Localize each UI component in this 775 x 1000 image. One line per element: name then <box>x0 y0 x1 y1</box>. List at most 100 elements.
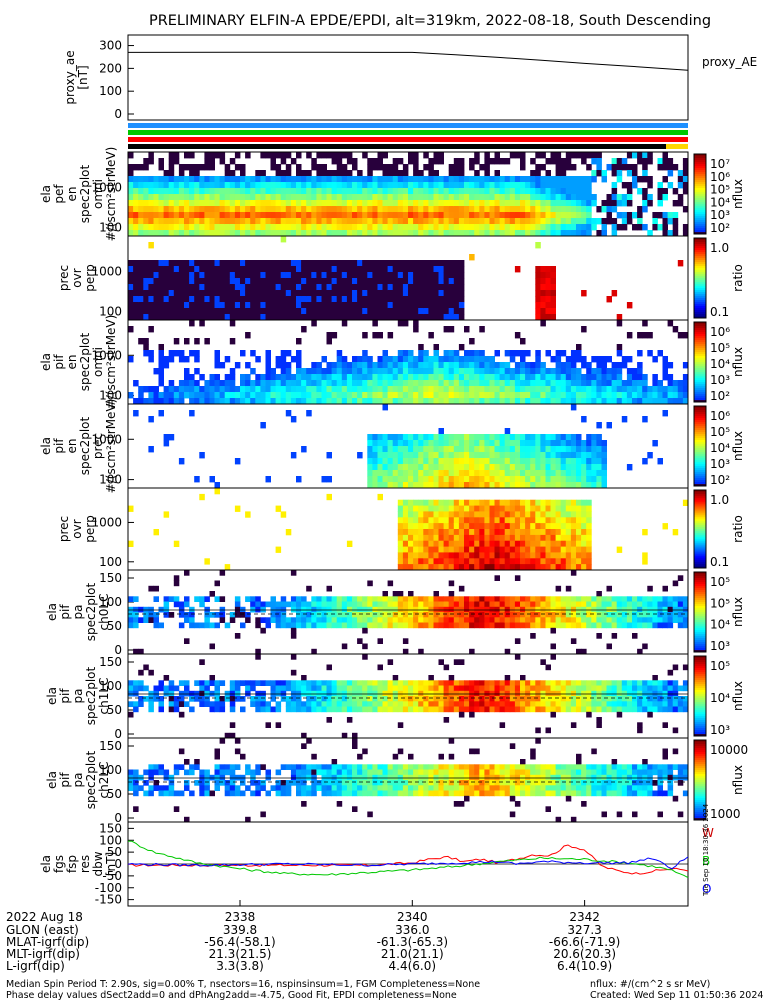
spectrogram-cell <box>255 194 261 201</box>
spectrogram-cell <box>525 622 531 629</box>
spectrogram-cell <box>474 523 480 530</box>
spectrogram-cell <box>275 374 282 381</box>
spectrogram-cell <box>514 482 521 489</box>
panel-pa_ch0-colorbar-cell <box>694 630 706 633</box>
spectrogram-cell <box>163 302 170 309</box>
spectrogram-cell <box>219 206 226 213</box>
spectrogram-cell <box>591 218 597 225</box>
spectrogram-cell <box>402 296 409 303</box>
spectrogram-cell <box>148 617 154 623</box>
spectrogram-cell <box>372 266 378 273</box>
spectrogram-cell <box>321 284 327 291</box>
spectrogram-cell <box>402 170 409 177</box>
spectrogram-cell <box>270 284 276 291</box>
panel-ela_pif_omni-colorbar-cell <box>694 366 706 369</box>
spectrogram-cell <box>184 188 190 195</box>
spectrogram-cell <box>367 362 373 369</box>
spectrogram-cell <box>255 680 261 686</box>
spectrogram-cell <box>285 284 292 291</box>
spectrogram-cell <box>413 272 419 279</box>
spectrogram-cell <box>265 212 271 219</box>
spectrogram-cell <box>464 206 470 213</box>
spectrogram-cell <box>540 470 546 477</box>
spectrogram-cell <box>229 272 236 279</box>
spectrogram-cell <box>382 278 388 285</box>
spectrogram-cell <box>214 380 220 387</box>
spectrogram-cell <box>423 386 429 393</box>
spectrogram-cell <box>184 596 190 602</box>
spectrogram-cell <box>260 386 266 393</box>
spectrogram-cell <box>362 617 368 623</box>
spectrogram-cell <box>423 230 429 237</box>
spectrogram-cell <box>540 380 546 387</box>
spectrogram-cell <box>326 170 332 177</box>
spectrogram-cell <box>494 596 500 602</box>
spectrogram-cell <box>443 374 450 381</box>
spectrogram-cell <box>601 206 607 213</box>
spectrogram-cell <box>367 601 373 608</box>
spectrogram-cell <box>540 482 546 489</box>
spectrogram-cell <box>346 206 353 213</box>
spectrogram-cell <box>545 302 551 309</box>
panel-pa_ch0-colorbar-label: 10³ <box>710 639 730 653</box>
spectrogram-cell <box>448 523 455 530</box>
spectrogram-cell <box>357 218 363 225</box>
spectrogram-cell <box>682 182 689 189</box>
spectrogram-cell <box>173 398 180 405</box>
panel-pa_ch0-colorbar-cell <box>694 636 706 639</box>
spectrogram-cell <box>285 170 292 177</box>
spectrogram-cell <box>494 152 500 159</box>
spectrogram-cell <box>535 224 541 231</box>
spectrogram-cell <box>402 440 409 447</box>
spectrogram-cell <box>184 701 190 707</box>
spectrogram-cell <box>402 308 409 315</box>
spectrogram-cell <box>362 627 368 634</box>
spectrogram-cell <box>504 499 511 506</box>
spectrogram-cell <box>413 206 419 213</box>
spectrogram-cell <box>352 706 358 713</box>
spectrogram-cell <box>484 596 490 602</box>
spectrogram-cell <box>301 680 307 686</box>
spectrogram-cell <box>128 194 134 201</box>
spectrogram-cell <box>591 596 597 602</box>
spectrogram-cell <box>596 596 602 602</box>
spectrogram-cell <box>163 511 170 518</box>
spectrogram-cell <box>128 218 134 225</box>
spectrogram-cell <box>606 164 612 171</box>
spectrogram-cell <box>433 212 439 219</box>
spectrogram-cell <box>545 386 551 393</box>
spectrogram-cell <box>357 706 363 713</box>
spectrogram-cell <box>555 540 562 547</box>
spectrogram-cell <box>677 392 684 399</box>
spectrogram-cell <box>250 218 256 225</box>
spectrogram-cell <box>423 529 429 536</box>
spectrogram-cell <box>494 374 500 381</box>
spectrogram-cell <box>586 362 592 369</box>
spectrogram-cell <box>245 188 251 195</box>
spectrogram-cell <box>423 374 429 381</box>
spectrogram-cell <box>489 368 495 375</box>
spectrogram-cell <box>402 622 409 629</box>
spectrogram-cell <box>448 392 455 399</box>
spectrogram-cell <box>402 320 409 327</box>
spectrogram-cell <box>469 617 475 623</box>
spectrogram-cell <box>260 392 266 399</box>
spectrogram-cell <box>555 558 562 565</box>
spectrogram-cell <box>530 212 536 219</box>
spectrogram-cell <box>586 374 592 381</box>
spectrogram-cell <box>306 701 312 707</box>
spectrogram-cell <box>234 212 241 219</box>
spectrogram-cell <box>484 176 490 183</box>
panel-ela_pef_ratio-colorbar-cell <box>694 286 706 289</box>
spectrogram-cell <box>438 564 444 571</box>
panel-ela_pif_prec-colorbar-cell <box>694 466 706 469</box>
spectrogram-cell <box>341 302 348 309</box>
spectrogram-cell <box>290 230 297 237</box>
spectrogram-cell <box>352 260 358 267</box>
spectrogram-cell <box>570 517 577 524</box>
spectrogram-cell <box>392 446 399 453</box>
panel-bars-status-bar-yellow <box>666 144 688 149</box>
spectrogram-cell <box>550 152 556 159</box>
spectrogram-cell <box>682 188 689 195</box>
spectrogram-cell <box>204 194 210 201</box>
